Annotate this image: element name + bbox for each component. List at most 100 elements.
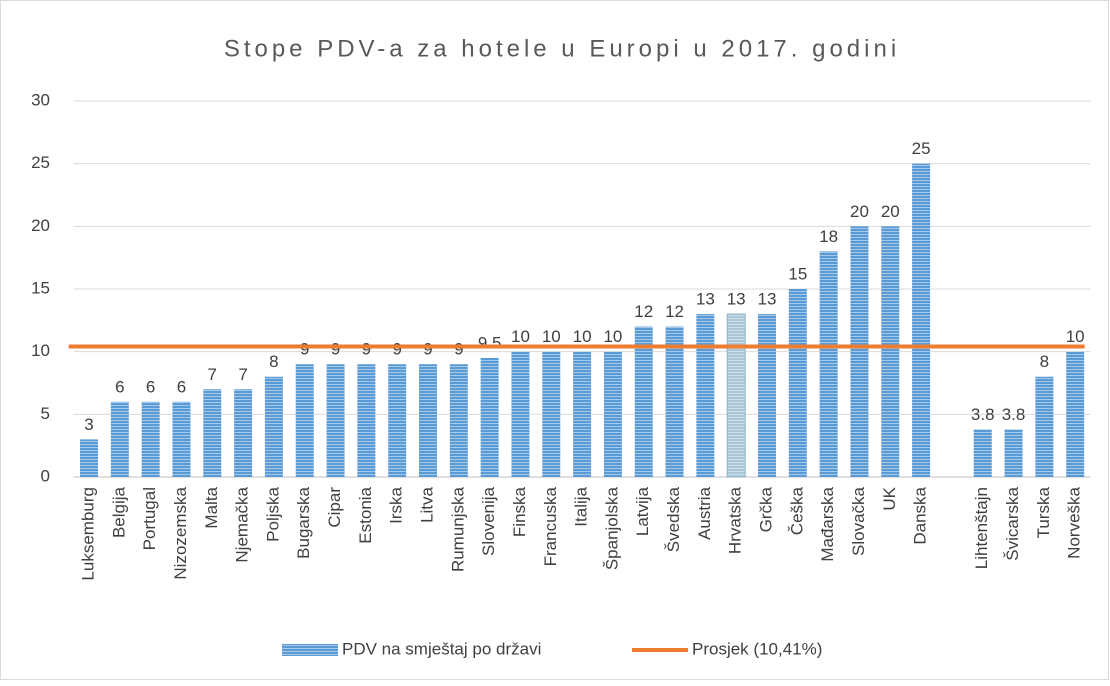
bar: [80, 439, 99, 477]
x-tick-label: Turska: [1034, 486, 1053, 538]
y-tick-label: 10: [31, 341, 50, 360]
x-tick-label: Češka: [787, 486, 806, 535]
data-label: 13: [758, 290, 777, 309]
x-tick-label: Estonia: [356, 486, 375, 543]
x-tick-label: Litva: [417, 486, 436, 522]
data-label: 9: [423, 340, 432, 359]
bar: [326, 364, 345, 477]
data-label: 20: [850, 202, 869, 221]
bar: [850, 226, 869, 477]
x-tick-label: Francuska: [541, 486, 560, 566]
data-label: 6: [177, 377, 186, 396]
x-tick-label: Hrvatska: [726, 486, 745, 554]
x-tick-label: Njemačka: [233, 486, 252, 562]
bar: [819, 251, 838, 477]
x-tick-label: Malta: [202, 486, 221, 528]
x-tick-label: Mađarska: [818, 486, 837, 561]
x-tick-label: Lihtenštajn: [972, 487, 991, 569]
bar: [634, 326, 653, 477]
data-label: 9: [362, 340, 371, 359]
bar: [480, 357, 499, 477]
data-label: 10: [1066, 327, 1085, 346]
bar: [449, 364, 468, 477]
x-tick-label: UK: [880, 486, 899, 510]
x-tick-label: Slovačka: [849, 486, 868, 556]
data-label: 9: [392, 340, 401, 359]
bar: [665, 326, 684, 477]
y-tick-label: 5: [41, 404, 50, 423]
data-label: 25: [912, 139, 931, 158]
data-label: 10: [573, 327, 592, 346]
bar: [419, 364, 438, 477]
chart-title: Stope PDV-a za hotele u Europi u 2017. g…: [224, 35, 900, 62]
x-tick-label: Norveška: [1065, 486, 1084, 558]
bar: [234, 389, 253, 477]
data-label: 10: [511, 327, 530, 346]
bar: [1035, 376, 1054, 477]
x-tick-label: Španjolska: [602, 486, 621, 570]
data-label: 3.8: [971, 405, 995, 424]
data-label: 13: [696, 290, 715, 309]
legend-swatch: [282, 644, 338, 656]
x-tick-label: Grčka: [756, 486, 775, 532]
x-tick-label: Cipar: [325, 487, 344, 528]
data-label: 13: [727, 290, 746, 309]
data-label: 12: [634, 302, 653, 321]
bar: [973, 429, 992, 477]
bar: [295, 364, 314, 477]
data-label: 7: [208, 365, 217, 384]
x-tick-label: Švedska: [664, 486, 683, 552]
x-tick-label: Finska: [510, 486, 529, 537]
x-tick-label: Slovenija: [479, 486, 498, 556]
bar: [881, 226, 900, 477]
bar: [141, 401, 160, 477]
bar: [511, 351, 530, 477]
bar: [388, 364, 407, 477]
data-label: 9: [300, 340, 309, 359]
bar: [1066, 351, 1085, 477]
x-tick-label: Irska: [387, 486, 406, 523]
bar: [758, 314, 777, 477]
data-label: 15: [788, 264, 807, 283]
x-tick-label: Latvija: [633, 486, 652, 536]
bar: [603, 351, 622, 477]
bar: [1004, 429, 1023, 477]
bar: [357, 364, 376, 477]
bar: [912, 163, 931, 477]
data-label: 9: [331, 340, 340, 359]
y-tick-label: 25: [31, 153, 50, 172]
x-tick-label: Belgija: [109, 486, 128, 538]
data-label: 9.5: [478, 333, 502, 352]
data-label: 18: [819, 227, 838, 246]
y-tick-label: 20: [31, 216, 50, 235]
x-tick-label: Rumunjska: [448, 486, 467, 572]
x-tick-label: Švicarska: [1003, 486, 1022, 560]
data-label: 3: [84, 415, 93, 434]
y-tick-label: 15: [31, 278, 50, 297]
data-label: 6: [146, 377, 155, 396]
x-tick-label: Luksemburg: [78, 487, 97, 581]
x-tick-label: Bugarska: [294, 486, 313, 558]
bar: [696, 314, 715, 477]
y-tick-label: 0: [41, 466, 50, 485]
data-label: 8: [1040, 352, 1049, 371]
bar: [172, 401, 191, 477]
data-label: 3.8: [1002, 405, 1026, 424]
bar: [203, 389, 222, 477]
data-label: 6: [115, 377, 124, 396]
data-label: 20: [881, 202, 900, 221]
bar: [573, 351, 592, 477]
x-tick-label: Nizozemska: [171, 486, 190, 579]
data-label: 10: [542, 327, 561, 346]
x-tick-label: Danska: [911, 486, 930, 544]
legend-label: Prosjek (10,41%): [692, 639, 822, 658]
bar: [542, 351, 561, 477]
bar: [110, 401, 129, 477]
legend-label: PDV na smještaj po državi: [342, 639, 541, 658]
x-tick-label: Italija: [572, 486, 591, 526]
x-tick-label: Austria: [695, 486, 714, 539]
x-tick-label: Poljska: [263, 486, 282, 541]
data-label: 9: [454, 340, 463, 359]
y-tick-label: 30: [31, 90, 50, 109]
